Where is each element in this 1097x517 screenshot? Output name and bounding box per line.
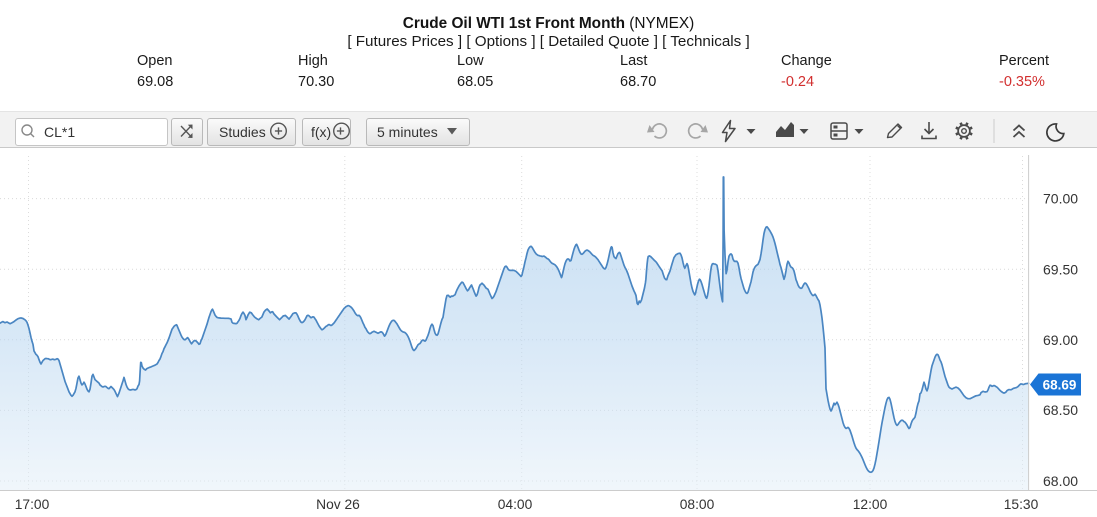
svg-text:68.69: 68.69 [1043,377,1077,392]
svg-text:Nov 26: Nov 26 [316,497,360,512]
svg-text:68.00: 68.00 [1043,473,1078,489]
svg-text:70.00: 70.00 [1043,190,1078,206]
svg-text:08:00: 08:00 [680,497,715,512]
svg-text:04:00: 04:00 [498,497,533,512]
svg-text:68.50: 68.50 [1043,402,1078,418]
svg-text:15:30: 15:30 [1004,497,1039,512]
svg-text:69.00: 69.00 [1043,332,1078,348]
svg-text:69.50: 69.50 [1043,261,1078,277]
svg-text:17:00: 17:00 [15,497,50,512]
svg-text:12:00: 12:00 [853,497,888,512]
